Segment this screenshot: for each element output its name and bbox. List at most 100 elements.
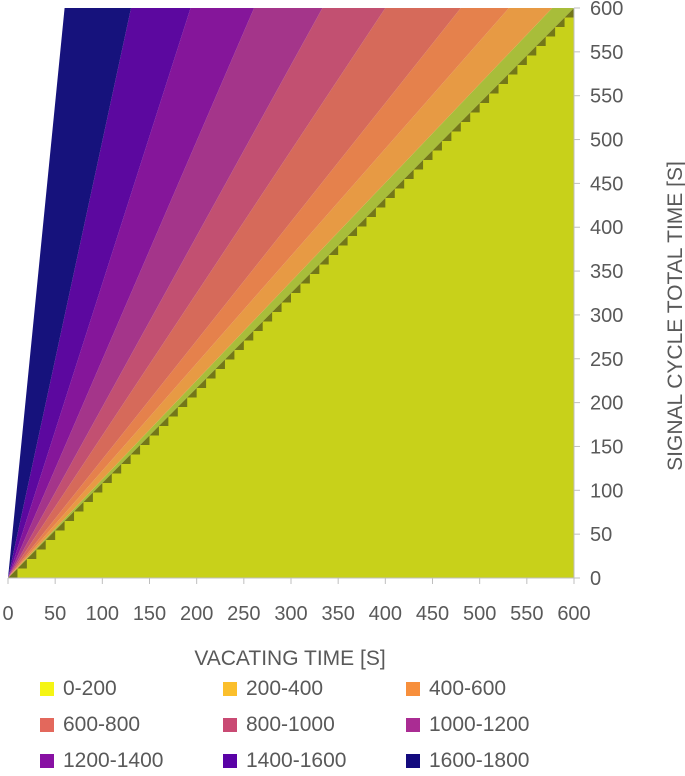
diagonal-step (489, 84, 499, 94)
diagonal-step (177, 397, 188, 407)
diagonal-step (507, 65, 518, 75)
heatmap-region-1600-1800 (8, 8, 132, 578)
diagonal-step (92, 483, 103, 493)
diagonal-step (441, 131, 452, 141)
legend-label: 1600-1800 (429, 749, 530, 772)
diagonal-step (536, 36, 546, 46)
x-tick-label: 200 (180, 603, 213, 625)
diagonal-step (140, 435, 150, 445)
diagonal-step (26, 549, 37, 559)
legend-item: 1000-1200 (406, 710, 589, 740)
diagonal-step (74, 502, 84, 512)
y-tick-label: 500 (590, 130, 623, 152)
x-axis-ticks: 0 50 100 150 200 250 300 350 400 450 500 550 600 (2, 577, 591, 625)
diagonal-step (347, 226, 358, 236)
y-tick-label: 400 (590, 217, 623, 239)
heatmap-region-400-600 (8, 8, 509, 578)
diagonal-step (404, 169, 414, 179)
diagonal-step (83, 492, 93, 502)
legend-label: 400-600 (429, 677, 507, 700)
diagonal-step (36, 540, 46, 550)
legend-item: 0-200 (40, 674, 223, 704)
legend-swatch (406, 718, 420, 732)
diagonal-step (555, 17, 565, 27)
diagonal-step (498, 74, 508, 84)
diagonal-step (196, 378, 207, 388)
legend-item: 200-400 (223, 674, 406, 704)
x-tick-label: 450 (416, 603, 449, 625)
legend-label: 1200-1400 (63, 749, 164, 772)
y-tick-label: 550 (590, 42, 623, 64)
diagonal-step (64, 511, 75, 521)
x-tick-label: 300 (274, 603, 307, 625)
diagonal-step (460, 112, 471, 122)
diagonal-step (272, 302, 282, 312)
legend-label: 1400-1600 (246, 749, 347, 772)
diagonal-step (328, 245, 339, 255)
legend-item: 600-800 (40, 710, 223, 740)
diagonal-step (545, 27, 556, 37)
y-tick-label: 600 (590, 0, 623, 20)
diagonal-step (375, 198, 386, 208)
legend-swatch (40, 754, 54, 768)
heatmap-region-1000-1200 (8, 8, 323, 578)
legend-label: 600-800 (63, 713, 141, 736)
heatmap-region-1400-1600 (8, 8, 191, 578)
legend-item: 1400-1600 (223, 746, 406, 776)
y-tick-label: 350 (590, 261, 623, 283)
diagonal-step (130, 445, 141, 455)
diagonal-step (206, 369, 216, 379)
diagonal-step (319, 255, 329, 265)
diagonal-step (55, 521, 65, 531)
diagonal-step (187, 388, 197, 398)
diagonal-step (470, 103, 480, 113)
diagonal-step (309, 264, 320, 274)
legend-label: 800-1000 (246, 713, 335, 736)
diagonal-step (102, 473, 112, 483)
diagonal-step (338, 236, 348, 246)
diagonal-step (262, 312, 273, 322)
diagonal-step (291, 283, 301, 293)
diagonal-step (385, 188, 395, 198)
diagonal-step (413, 160, 424, 170)
x-tick-label: 50 (44, 603, 66, 625)
diagonal-step (479, 93, 490, 103)
diagonal-step (526, 46, 537, 56)
legend: 0-200 200-400 400-600 600-800 800-1000 1000-1… (40, 674, 600, 776)
diagonal-step (168, 407, 178, 417)
diagonal-step (366, 207, 376, 217)
diagonal-step (451, 122, 461, 132)
legend-label: 0-200 (63, 677, 117, 700)
diagonal-step (357, 217, 367, 227)
legend-swatch (406, 682, 420, 696)
diagonal-step (224, 350, 235, 360)
legend-swatch (223, 718, 237, 732)
y-axis-ticks: 0 50 100 150 200 250 300 350 400 450 500 550 550 600 (573, 0, 623, 590)
diagonal-step (234, 340, 244, 350)
y-tick-label: 250 (590, 349, 623, 371)
legend-item: 800-1000 (223, 710, 406, 740)
diagonal-step (158, 416, 169, 426)
diagonal-step (253, 321, 263, 331)
legend-item: 1200-1400 (40, 746, 223, 776)
heatmap-region-800-1000 (8, 8, 386, 578)
heatmap-region-200-400 (8, 8, 553, 578)
legend-swatch (40, 718, 54, 732)
diagonal-step (432, 141, 442, 151)
diagonal-step (243, 331, 254, 341)
y-tick-label: 150 (590, 436, 623, 458)
heatmap-region-1200-1400 (8, 8, 255, 578)
x-tick-label: 150 (133, 603, 166, 625)
x-tick-label: 250 (227, 603, 260, 625)
x-tick-label: 400 (369, 603, 402, 625)
x-tick-label: 500 (463, 603, 496, 625)
diagonal-step (564, 8, 574, 18)
diagonal-step (149, 426, 159, 436)
legend-item: 1600-1800 (406, 746, 589, 776)
x-tick-label: 100 (86, 603, 119, 625)
y-axis-label: SIGNAL CYCLE TOTAL TIME [S] (664, 161, 685, 471)
legend-swatch (223, 682, 237, 696)
y-tick-label: 200 (590, 393, 623, 415)
diagonal-step (8, 568, 18, 578)
